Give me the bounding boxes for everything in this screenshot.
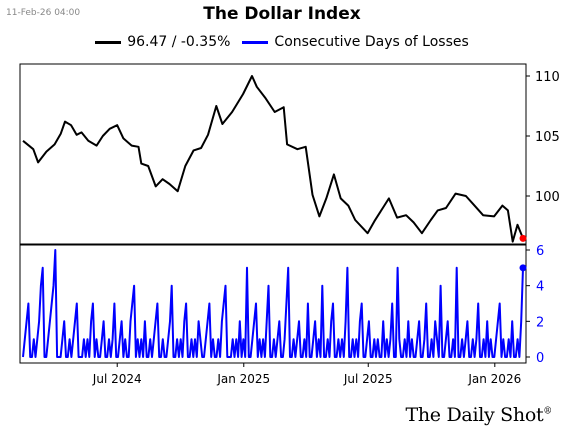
brand-mark: ®: [543, 406, 552, 417]
chart-title: The Dollar Index: [203, 4, 361, 24]
bottom-y-tick-label: 0: [536, 351, 544, 366]
top-y-tick-label: 110: [535, 70, 560, 85]
top-y-tick-label: 100: [535, 190, 560, 205]
dollar-index-last-point: [519, 234, 527, 242]
legend-item-losses: Consecutive Days of Losses: [242, 34, 469, 50]
brand-name: The Daily Shot: [405, 404, 544, 426]
timestamp: 11-Feb-26 04:00: [6, 8, 81, 18]
x-tick-label: Jul 2025: [343, 372, 393, 386]
bottom-y-tick-label: 4: [536, 280, 544, 295]
top-panel-frame: [19, 63, 527, 245]
x-tick-label: Jan 2025: [216, 372, 270, 386]
top-y-tick-label: 105: [535, 130, 560, 145]
dollar-index-line: [22, 75, 524, 243]
x-tick-label: Jul 2024: [92, 372, 142, 386]
legend: 96.47 / -0.35% Consecutive Days of Losse…: [0, 34, 564, 50]
brand-logo: The Daily Shot®: [405, 404, 552, 426]
bottom-y-tick-label: 6: [536, 244, 544, 259]
legend-swatch-index: [95, 40, 122, 44]
legend-item-index: 96.47 / -0.35%: [95, 34, 230, 50]
bottom-panel-frame: [19, 244, 527, 364]
bottom-y-tick-label: 2: [536, 315, 544, 330]
losses-line: [22, 249, 524, 358]
x-tick-label: Jan 2026: [467, 372, 521, 386]
legend-swatch-losses: [242, 40, 269, 44]
legend-label-index: 96.47 / -0.35%: [127, 34, 231, 50]
legend-label-losses: Consecutive Days of Losses: [274, 34, 469, 50]
losses-last-point: [519, 264, 527, 272]
